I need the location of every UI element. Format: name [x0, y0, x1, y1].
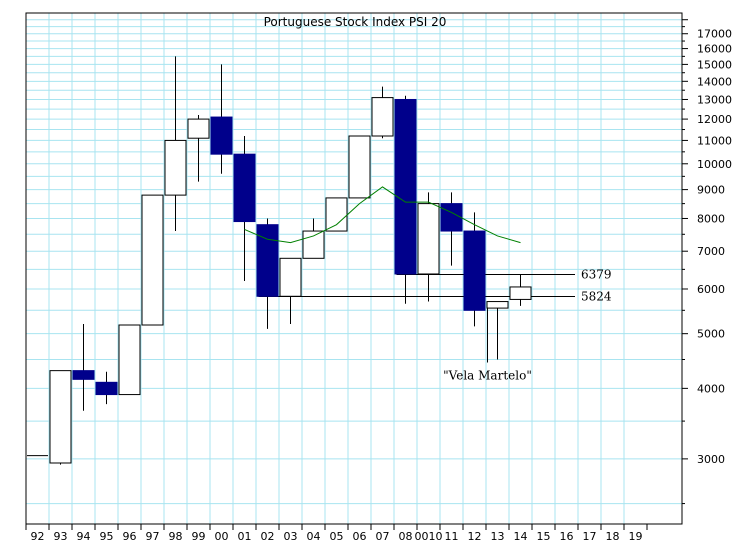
y-tick-label: 13000 [697, 93, 732, 106]
candle-bear [256, 224, 279, 297]
plot-frame [25, 12, 683, 525]
x-tick-label: 01 [238, 530, 252, 543]
x-tick-label: 94 [77, 530, 91, 543]
x-tick-label: 07 [376, 530, 390, 543]
annotation-label: "Vela Martelo" [443, 368, 532, 382]
candle-bear [463, 230, 486, 311]
level-label: 5824 [581, 290, 612, 304]
y-tick-label: 8000 [697, 212, 725, 225]
candle-bull [187, 118, 210, 139]
candle-bull [325, 197, 348, 232]
y-tick-label: 4000 [697, 382, 725, 395]
candle-bull [302, 230, 325, 259]
x-tick-label: 02 [261, 530, 275, 543]
candle-bear [72, 370, 95, 380]
x-tick-label: 12 [468, 530, 482, 543]
x-tick-label: 16 [560, 530, 574, 543]
x-tick-label: 95 [100, 530, 114, 543]
x-tick-label: 06 [353, 530, 367, 543]
x-tick-label: 0010 [415, 530, 443, 543]
candle-bull [118, 324, 141, 396]
level-label: 6379 [581, 268, 612, 282]
x-tick-label: 97 [146, 530, 160, 543]
x-tick-label: 92 [31, 530, 45, 543]
candle-bear [233, 153, 256, 223]
y-axis: 3000 4000 5000 6000 7000 8000 9000 10000 11000 12… [682, 19, 732, 505]
candle-bear [440, 203, 463, 232]
y-tick-label: 17000 [697, 28, 732, 41]
x-tick-label: 18 [606, 530, 620, 543]
annotation-group: "Vela Martelo" [443, 307, 532, 382]
x-tick-label: 99 [192, 530, 206, 543]
x-tick-label: 15 [537, 530, 551, 543]
candle-bull [348, 135, 371, 199]
candles [27, 56, 532, 465]
y-tick-label: 11000 [697, 134, 732, 147]
candle-bull [279, 257, 302, 297]
y-tick-label: 7000 [697, 245, 725, 258]
y-tick-label: 16000 [697, 43, 732, 56]
x-tick-label: 93 [54, 530, 68, 543]
y-tick-label: 6000 [697, 283, 725, 296]
x-tick-label: 96 [123, 530, 137, 543]
x-tick-label: 13 [491, 530, 505, 543]
candle-bull [509, 286, 532, 300]
chart-title: Portuguese Stock Index PSI 20 [264, 15, 447, 29]
candle-bear [95, 381, 118, 396]
candle-bear [210, 116, 233, 155]
candle-bull [164, 139, 187, 196]
x-tick-label: 11 [445, 530, 459, 543]
candle-bull [417, 203, 440, 275]
candle-bull [371, 97, 394, 137]
x-tick-label: 04 [307, 530, 321, 543]
x-tick-label: 98 [169, 530, 183, 543]
y-tick-label: 14000 [697, 75, 732, 88]
y-tick-label: 15000 [697, 58, 732, 71]
moving-average-line [244, 186, 521, 244]
candle-bull [49, 370, 72, 464]
candle-bull [141, 194, 164, 326]
grid [26, 13, 682, 524]
x-tick-label: 00 [215, 530, 229, 543]
x-tick-label: 08 [399, 530, 413, 543]
x-tick-label: 14 [514, 530, 528, 543]
x-tick-label: 17 [583, 530, 597, 543]
candle-bull [486, 301, 509, 309]
x-tick-label: 05 [330, 530, 344, 543]
x-tick-label: 19 [629, 530, 643, 543]
y-tick-label: 12000 [697, 113, 732, 126]
y-tick-label: 3000 [697, 453, 725, 466]
y-tick-label: 9000 [697, 184, 725, 197]
x-axis: 92 93 94 95 96 97 98 99 00 01 02 03 04 05 06 07 08 0010 11… [25, 524, 648, 543]
x-tick-label: 03 [284, 530, 298, 543]
y-tick-label: 10000 [697, 158, 732, 171]
y-tick-label: 5000 [697, 328, 725, 341]
candle-bear [394, 98, 417, 275]
